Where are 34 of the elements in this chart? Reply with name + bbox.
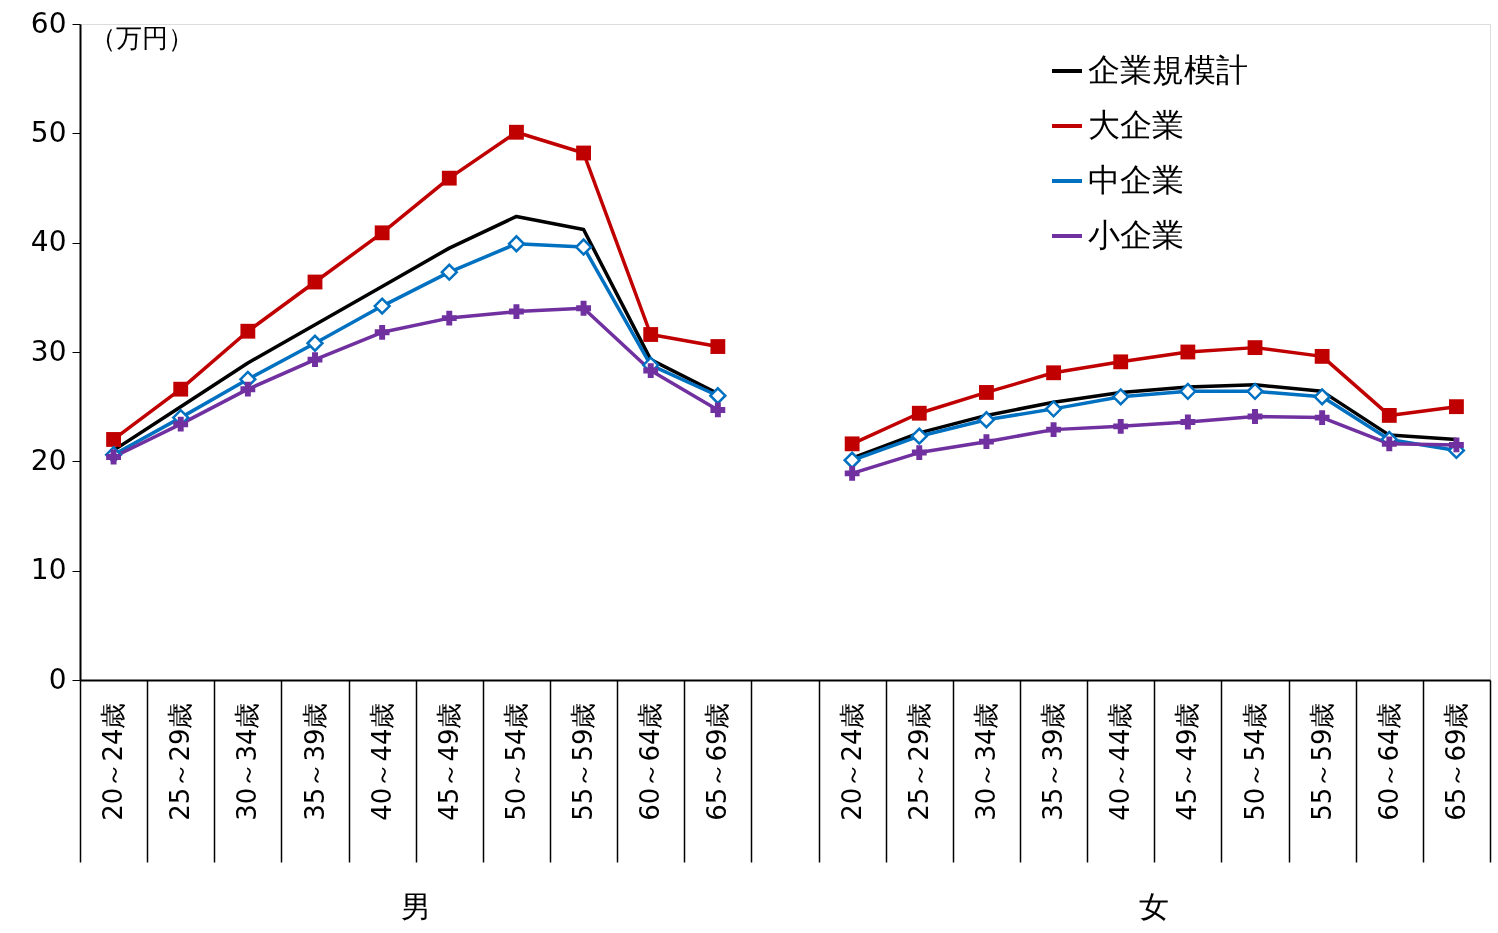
y-tick-label: 30 (30, 334, 67, 368)
x-tick-label: 20～24歳 (836, 702, 867, 821)
y-axis-title: （万円） (90, 23, 194, 53)
x-tick-label: 60～64歳 (635, 702, 666, 821)
legend-label: 企業規模計 (1088, 51, 1248, 89)
x-tick-label: 35～39歳 (1038, 702, 1069, 821)
x-tick-label: 30～34歳 (970, 702, 1001, 821)
x-tick-label: 35～39歳 (299, 702, 330, 821)
x-tick-label: 65～69歳 (1440, 702, 1471, 821)
y-tick-label: 20 (30, 443, 67, 477)
y-tick-label: 10 (30, 553, 67, 587)
x-tick-label: 55～59歳 (568, 702, 599, 821)
x-tick-label: 40～44歳 (366, 702, 397, 821)
x-tick-label: 45～49歳 (1172, 702, 1203, 821)
x-tick-label: 25～29歳 (903, 702, 934, 821)
x-tick-label: 50～54歳 (500, 702, 531, 821)
y-tick-label: 50 (30, 115, 67, 149)
legend-label: 大企業 (1088, 106, 1184, 144)
x-tick-label: 55～59歳 (1306, 702, 1337, 821)
x-tick-label: 20～24歳 (98, 702, 129, 821)
y-tick-label: 60 (30, 6, 67, 40)
x-tick-label: 25～29歳 (165, 702, 196, 821)
text: 男 (400, 889, 431, 924)
legend-label: 中企業 (1088, 161, 1184, 199)
x-tick-label: 30～34歳 (232, 702, 263, 821)
x-tick-label: 65～69歳 (702, 702, 733, 821)
x-tick-label: 50～54歳 (1239, 702, 1270, 821)
y-tick-label: 0 (48, 662, 67, 696)
x-tick-label: 60～64歳 (1373, 702, 1404, 821)
x-tick-label: 40～44歳 (1105, 702, 1136, 821)
x-tick-label: 45～49歳 (433, 702, 464, 821)
text: 女 (1139, 889, 1170, 924)
y-tick-label: 40 (30, 225, 67, 259)
legend-label: 小企業 (1088, 216, 1184, 254)
